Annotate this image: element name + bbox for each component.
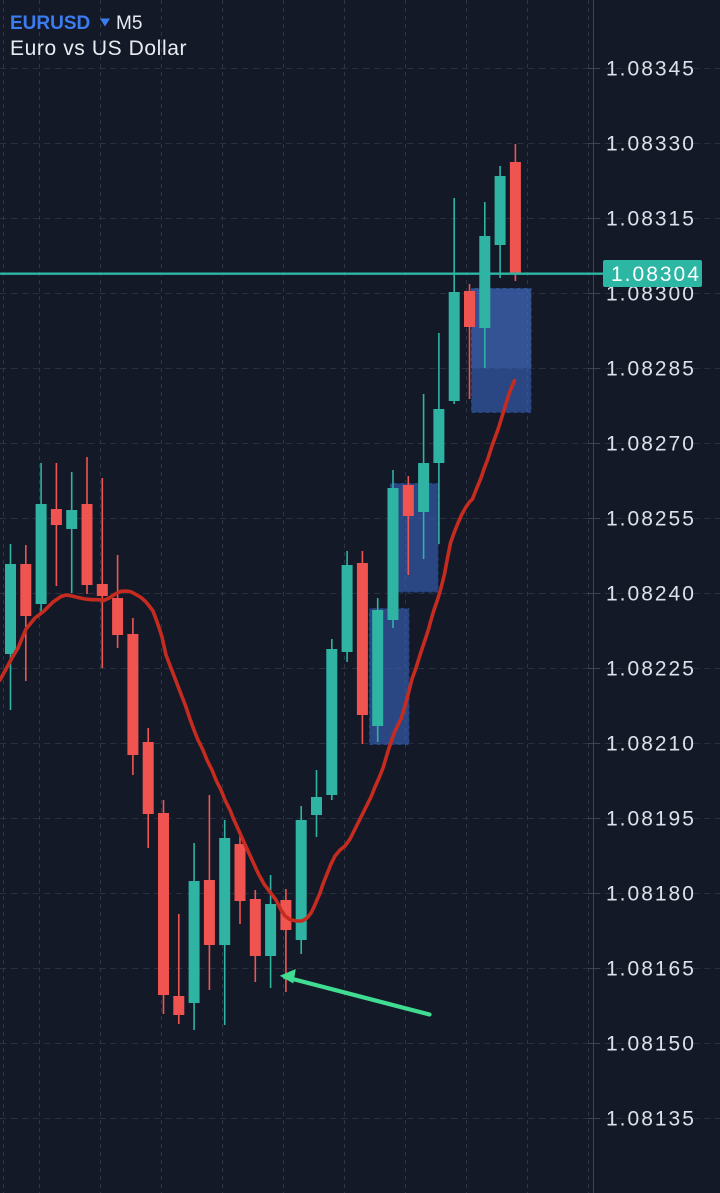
svg-text:1.08150: 1.08150 <box>606 1033 696 1056</box>
svg-text:1.08240: 1.08240 <box>606 583 696 606</box>
svg-text:1.08285: 1.08285 <box>606 358 696 381</box>
svg-text:1.08315: 1.08315 <box>606 208 696 231</box>
svg-text:M5: M5 <box>116 13 142 34</box>
svg-text:1.08270: 1.08270 <box>606 433 696 456</box>
svg-text:1.08225: 1.08225 <box>606 658 696 681</box>
svg-text:1.08255: 1.08255 <box>606 508 696 531</box>
svg-text:1.08300: 1.08300 <box>606 283 696 306</box>
svg-text:1.08180: 1.08180 <box>606 883 696 906</box>
svg-text:1.08165: 1.08165 <box>606 958 696 981</box>
svg-text:1.08210: 1.08210 <box>606 733 696 756</box>
svg-text:1.08330: 1.08330 <box>606 133 696 156</box>
svg-text:1.08135: 1.08135 <box>606 1108 696 1131</box>
svg-text:1.08345: 1.08345 <box>606 58 696 81</box>
svg-text:1.08304: 1.08304 <box>611 263 701 286</box>
svg-text:EURUSD: EURUSD <box>10 13 90 34</box>
svg-text:1.08195: 1.08195 <box>606 808 696 831</box>
svg-text:Euro vs US Dollar: Euro vs US Dollar <box>10 37 187 60</box>
